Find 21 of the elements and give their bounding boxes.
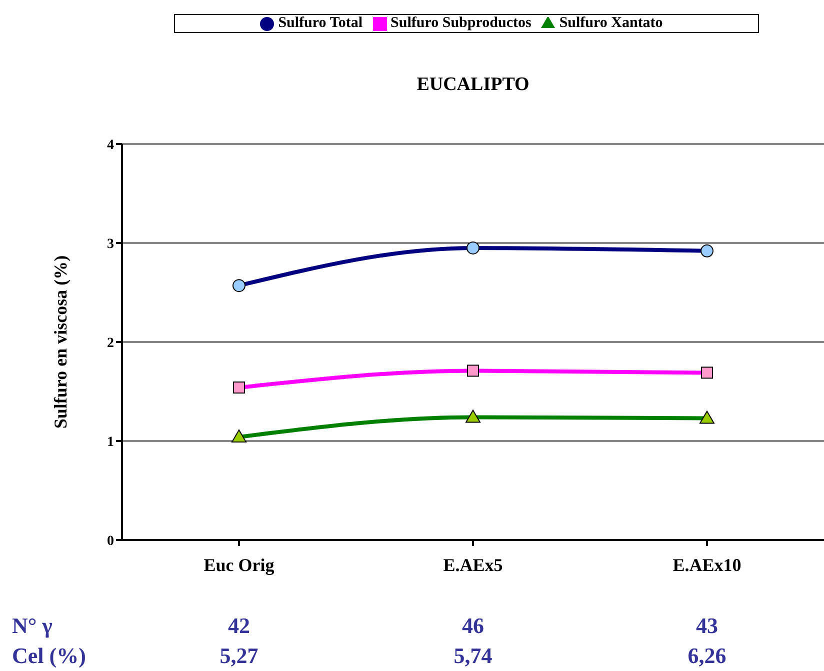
x-tick-label: E.AEx10 [672, 554, 742, 575]
x-tick-label: Euc Orig [204, 554, 274, 575]
y-tick-label: 0 [107, 534, 114, 549]
text: 46 [461, 613, 485, 639]
legend-label: Sulfuro Xantato [559, 15, 663, 31]
y-tick-label: 2 [107, 336, 114, 351]
chart-title: EUCALIPTO [416, 74, 530, 96]
legend-label: Sulfuro Subproductos [390, 15, 532, 31]
y-tick-label: 4 [107, 138, 114, 153]
text: 5,27 [218, 643, 260, 669]
y-axis-title: Sulfuro en viscosa (%) [50, 255, 70, 429]
text: 6,26 [686, 643, 728, 669]
text: 5,74 [452, 643, 494, 669]
text: N° γ [12, 613, 52, 639]
y-tick-label: 1 [107, 434, 114, 450]
x-tick-label: E.AEx5 [443, 554, 503, 575]
text: 43 [695, 613, 719, 639]
legend-label: Sulfuro Total [278, 15, 363, 31]
text: 42 [227, 613, 251, 639]
y-tick-label: 3 [107, 236, 114, 252]
text: Cel (%) [12, 643, 86, 669]
